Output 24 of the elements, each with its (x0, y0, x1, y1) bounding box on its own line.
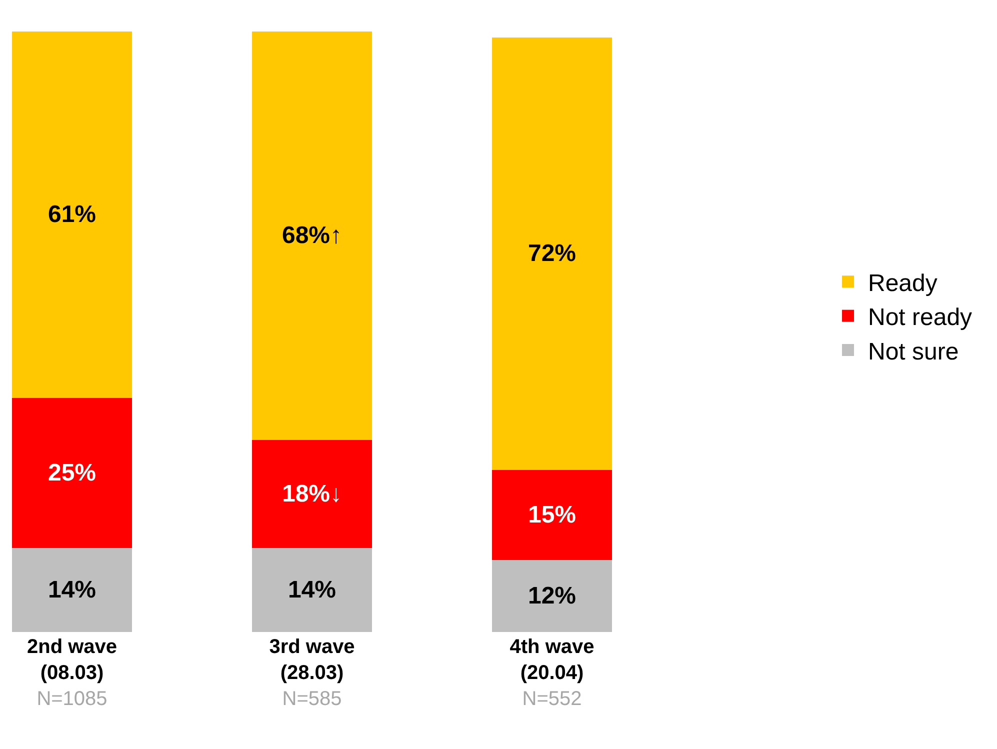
data-label: 61% (48, 201, 96, 228)
bar (492, 470, 612, 560)
data-label: 18%↓ (282, 480, 342, 508)
x-tick-label: 4th wave (20.04) N=552 (510, 636, 594, 710)
data-label: 72% (528, 240, 576, 268)
legend-label: Not ready (868, 304, 972, 332)
data-label: 12% (528, 582, 576, 610)
bar (252, 32, 372, 440)
bar (252, 440, 372, 548)
bar (12, 548, 132, 632)
data-label: 14% (288, 576, 336, 604)
data-label: 15% (528, 501, 576, 528)
data-label: 68%↑ (282, 222, 342, 250)
bar (252, 548, 372, 632)
bar (12, 32, 132, 398)
bar (492, 38, 612, 470)
bar (12, 398, 132, 548)
x-tick-label: 3rd wave (28.03) N=585 (269, 636, 355, 710)
bar (492, 560, 612, 632)
legend-label: Ready (868, 270, 938, 297)
x-tick-label: 2nd wave (08.03) N=1085 (26, 636, 118, 710)
data-label: 14% (48, 576, 96, 604)
data-label: 25% (48, 459, 96, 486)
legend-label: Not sure (868, 338, 959, 366)
